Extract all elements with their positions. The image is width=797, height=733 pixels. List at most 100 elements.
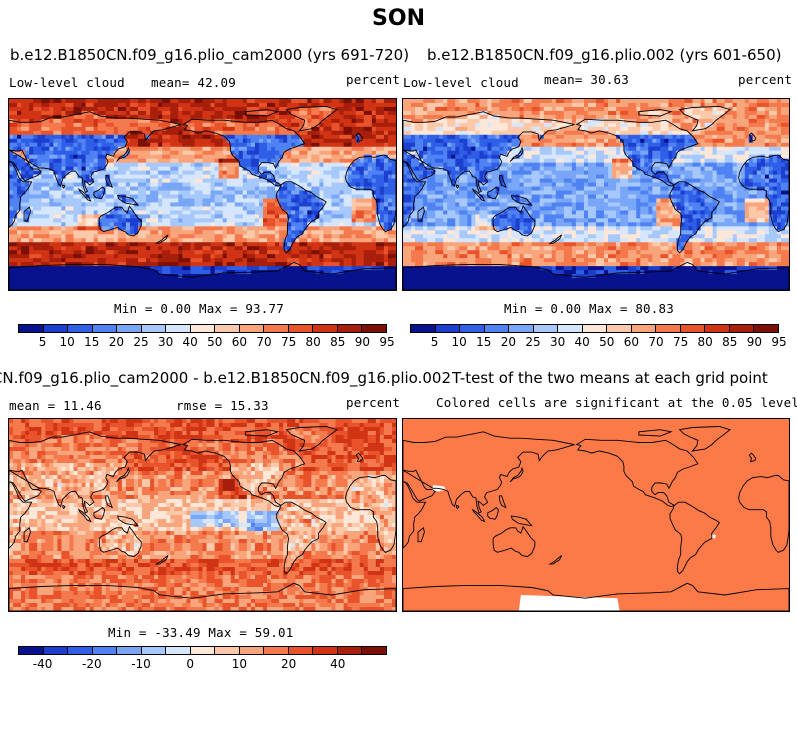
map-grid-cell bbox=[383, 166, 389, 172]
map-grid-cell bbox=[258, 142, 264, 148]
map-grid-cell bbox=[563, 99, 569, 104]
map-grid-cell bbox=[539, 106, 545, 112]
map-grid-cell bbox=[77, 102, 83, 108]
map-grid-cell bbox=[620, 106, 625, 112]
map-grid-cell bbox=[121, 126, 127, 132]
map-grid-cell bbox=[113, 246, 119, 251]
map-grid-cell bbox=[41, 246, 46, 251]
map-grid-cell bbox=[307, 134, 312, 140]
map-grid-cell bbox=[101, 122, 107, 128]
map-grid-cell bbox=[37, 134, 42, 140]
map-grid-cell bbox=[391, 174, 396, 180]
map-grid-cell bbox=[133, 234, 139, 239]
map-grid-cell bbox=[600, 106, 605, 112]
map-grid-cell bbox=[37, 262, 42, 267]
map-grid-cell bbox=[246, 130, 252, 136]
map-grid-cell bbox=[295, 158, 300, 164]
map-grid-cell bbox=[162, 194, 167, 200]
map-grid-cell bbox=[246, 242, 252, 247]
map-grid-cell bbox=[347, 174, 353, 180]
map-grid-cell bbox=[387, 270, 393, 275]
map-grid-cell bbox=[331, 274, 337, 279]
map-grid-cell bbox=[218, 270, 224, 275]
map-grid-cell bbox=[226, 194, 232, 200]
map-grid-cell bbox=[343, 202, 349, 208]
map-grid-cell bbox=[311, 286, 316, 290]
map-grid-cell bbox=[383, 242, 389, 247]
map-grid-cell bbox=[267, 194, 272, 200]
map-grid-cell bbox=[37, 210, 42, 215]
map-grid-cell bbox=[41, 154, 46, 160]
map-grid-cell bbox=[311, 174, 316, 180]
map-grid-cell bbox=[226, 206, 232, 212]
map-grid-cell bbox=[335, 246, 341, 251]
map-grid-cell bbox=[85, 118, 91, 124]
map-grid-cell bbox=[162, 202, 167, 208]
map-grid-cell bbox=[9, 206, 14, 212]
map-grid-cell bbox=[133, 110, 139, 116]
map-grid-cell bbox=[307, 246, 312, 251]
map-grid-cell bbox=[262, 270, 268, 275]
map-grid-cell bbox=[367, 198, 373, 204]
map-grid-cell bbox=[351, 234, 357, 239]
map-grid-cell bbox=[154, 138, 159, 144]
map-grid-cell bbox=[283, 158, 288, 164]
map-grid-cell bbox=[206, 142, 212, 148]
map-grid-cell bbox=[121, 186, 127, 192]
map-grid-cell bbox=[262, 210, 268, 215]
map-grid-cell bbox=[202, 134, 208, 140]
map-grid-cell bbox=[162, 198, 167, 204]
map-grid-cell bbox=[656, 106, 661, 112]
map-grid-cell bbox=[218, 246, 224, 251]
map-grid-cell bbox=[379, 138, 385, 144]
map-grid-cell bbox=[190, 234, 196, 239]
map-grid-cell bbox=[174, 266, 179, 271]
map-grid-cell bbox=[194, 99, 200, 104]
map-grid-cell bbox=[387, 99, 393, 104]
map-grid-cell bbox=[77, 190, 83, 196]
map-grid-cell bbox=[133, 230, 139, 235]
map-grid-cell bbox=[89, 202, 95, 208]
map-grid-cell bbox=[383, 262, 389, 267]
map-grid-cell bbox=[471, 99, 476, 104]
map-grid-cell bbox=[355, 214, 361, 219]
map-grid-cell bbox=[359, 278, 365, 283]
map-grid-cell bbox=[271, 238, 276, 243]
map-grid-cell bbox=[21, 226, 26, 231]
map-grid-cell bbox=[93, 258, 99, 263]
map-grid-cell bbox=[756, 99, 762, 104]
map-grid-cell bbox=[182, 170, 187, 176]
map-grid-cell bbox=[190, 222, 196, 227]
map-grid-cell bbox=[447, 110, 452, 116]
map-grid-cell bbox=[375, 110, 381, 116]
map-grid-cell bbox=[45, 134, 50, 140]
map-grid-cell bbox=[246, 206, 252, 212]
map-grid-cell bbox=[311, 106, 316, 112]
map-grid-cell bbox=[660, 106, 665, 112]
map-grid-cell bbox=[214, 270, 220, 275]
map-grid-cell bbox=[113, 102, 119, 108]
map-grid-cell bbox=[33, 278, 38, 283]
map-grid-cell bbox=[391, 166, 396, 172]
map-grid-cell bbox=[363, 170, 369, 176]
map-grid-cell bbox=[250, 178, 256, 184]
map-grid-cell bbox=[41, 250, 46, 255]
coastline bbox=[9, 111, 182, 194]
map-grid-cell bbox=[411, 102, 416, 108]
map-grid-cell bbox=[311, 202, 316, 208]
map-grid-cell bbox=[170, 230, 175, 235]
map-grid-cell bbox=[351, 210, 357, 215]
map-grid-cell bbox=[198, 182, 204, 188]
map-grid-cell bbox=[166, 106, 171, 112]
map-grid-cell bbox=[33, 198, 38, 204]
map-grid-cell bbox=[234, 218, 240, 223]
map-grid-cell bbox=[69, 118, 75, 124]
map-grid-cell bbox=[150, 238, 155, 243]
map-grid-cell bbox=[335, 198, 341, 204]
map-grid-cell bbox=[65, 270, 71, 275]
map-grid-cell bbox=[190, 166, 196, 172]
map-grid-cell bbox=[89, 218, 95, 223]
map-grid-cell bbox=[77, 270, 83, 275]
map-grid-cell bbox=[459, 106, 464, 112]
panel-1-colorbar bbox=[18, 324, 387, 333]
